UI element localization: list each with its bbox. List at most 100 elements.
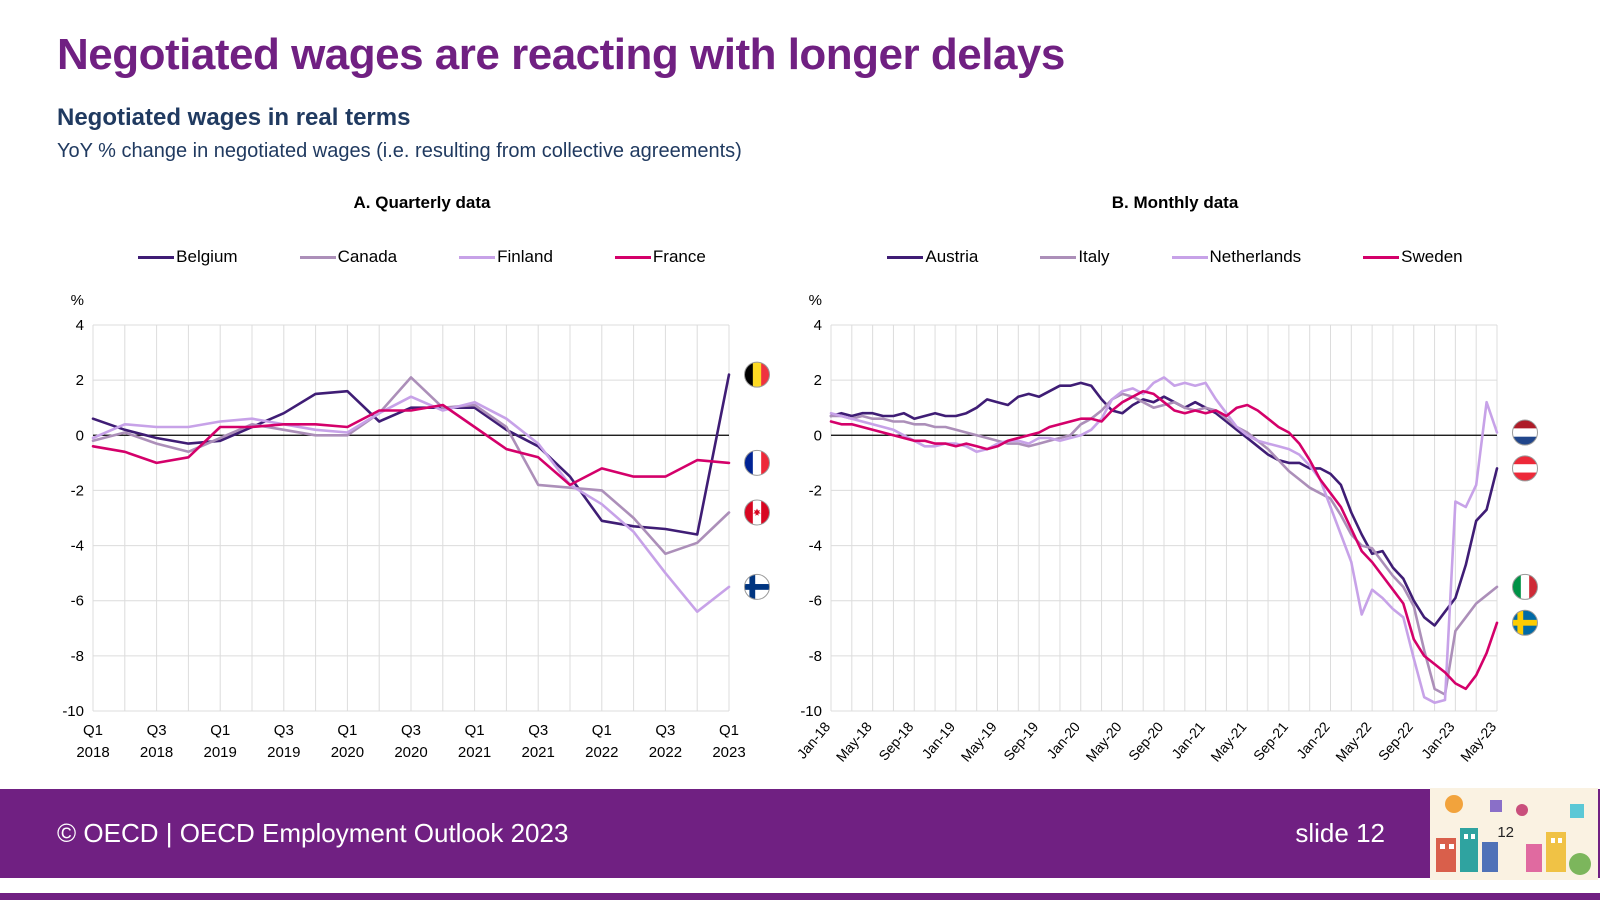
belgium-flag-icon <box>744 361 770 388</box>
legend-line-swatch <box>1171 255 1208 259</box>
legend-label: Sweden <box>1401 247 1463 266</box>
svg-text:Q3: Q3 <box>528 722 548 739</box>
svg-text:May-20: May-20 <box>1082 718 1124 764</box>
legend-item-belgium: Belgium <box>138 247 238 267</box>
legend-line-swatch <box>138 255 175 259</box>
sweden-flag-icon <box>1512 609 1538 636</box>
legend-item-italy: Italy <box>1040 247 1110 267</box>
svg-text:4: 4 <box>76 317 84 334</box>
france-flag-icon <box>744 449 770 476</box>
svg-text:2021: 2021 <box>458 744 491 761</box>
netherlands-flag-icon <box>1512 419 1538 446</box>
svg-text:Jan-19: Jan-19 <box>918 718 958 761</box>
svg-text:-10: -10 <box>62 703 84 720</box>
canada-flag-icon <box>744 499 770 526</box>
svg-text:Q3: Q3 <box>655 722 675 739</box>
svg-text:-6: -6 <box>809 593 822 610</box>
footer-copyright: © OECD | OECD Employment Outlook 2023 <box>57 818 569 848</box>
svg-text:0: 0 <box>76 427 84 444</box>
quarterly-chart-panel: A. Quarterly data Belgium Canada Finland Fr… <box>57 185 787 785</box>
legend-line-swatch <box>299 255 336 259</box>
legend-label: Netherlands <box>1209 247 1302 266</box>
gridlines <box>830 324 1498 712</box>
svg-text:2019: 2019 <box>267 744 300 761</box>
legend-item-netherlands: Netherlands <box>1171 247 1302 267</box>
svg-text:Jan-20: Jan-20 <box>1043 718 1083 761</box>
page-number: 12 <box>1497 824 1514 841</box>
svg-text:-8: -8 <box>71 648 84 665</box>
monthly-chart-panel: B. Monthly data Austria Italy Netherlands S… <box>794 185 1555 785</box>
svg-text:2: 2 <box>814 372 822 389</box>
svg-text:Sep-22: Sep-22 <box>1375 718 1416 763</box>
svg-text:Q1: Q1 <box>83 722 103 739</box>
legend-label: Italy <box>1078 247 1110 266</box>
slide-title: Negotiated wages are reacting with longe… <box>57 30 1065 79</box>
svg-text:May-23: May-23 <box>1457 718 1499 764</box>
series-line-finland <box>91 395 731 614</box>
legend-item-sweden: Sweden <box>1363 247 1463 267</box>
svg-text:Q3: Q3 <box>147 722 167 739</box>
svg-text:2018: 2018 <box>76 744 109 761</box>
svg-text:May-21: May-21 <box>1207 718 1249 764</box>
svg-text:2: 2 <box>76 372 84 389</box>
svg-text:Jan-23: Jan-23 <box>1418 718 1458 761</box>
legend-line-swatch <box>614 255 651 259</box>
finland-flag-icon <box>744 573 770 600</box>
svg-text:Q1: Q1 <box>465 722 485 739</box>
legend-label: Belgium <box>176 247 238 266</box>
chart-subheading: YoY % change in negotiated wages (i.e. r… <box>57 140 742 162</box>
y-axis-unit-label: % <box>71 292 84 309</box>
series-line-belgium <box>91 373 731 536</box>
monthly-chart-title: B. Monthly data <box>1111 193 1239 212</box>
slide-number: slide 12 <box>1295 818 1385 848</box>
svg-text:May-22: May-22 <box>1332 718 1374 764</box>
legend-label: Canada <box>337 247 398 266</box>
svg-text:Jan-21: Jan-21 <box>1168 718 1208 761</box>
legend-label: France <box>652 247 706 266</box>
quarterly-chart-legend: Belgium Canada Finland France <box>57 247 787 267</box>
monthly-line-chart: 420-2-4-6-8-10%Jan-18 May-18 Sep-18 Jan-19 M… <box>794 292 1538 765</box>
svg-text:-2: -2 <box>809 482 822 499</box>
svg-text:May-19: May-19 <box>958 718 1000 764</box>
svg-text:2018: 2018 <box>140 744 173 761</box>
svg-text:-2: -2 <box>71 482 84 499</box>
svg-text:2019: 2019 <box>204 744 237 761</box>
axis-labels: 4 2 0 -2 -4 -6 -8 -10% Q1 2018 Q3 2018 Q1 2019 Q3 2019 Q… <box>62 292 745 761</box>
svg-text:-4: -4 <box>71 538 84 555</box>
svg-text:Sep-21: Sep-21 <box>1250 718 1291 763</box>
svg-text:Q1: Q1 <box>210 722 230 739</box>
svg-text:2023: 2023 <box>712 744 745 761</box>
legend-item-finland: Finland <box>459 247 553 267</box>
footer-bar <box>0 789 1600 878</box>
svg-text:2022: 2022 <box>585 744 618 761</box>
y-axis-unit-label: % <box>809 292 822 309</box>
legend-label: Finland <box>497 247 553 266</box>
quarterly-line-chart: 4 2 0 -2 -4 -6 -8 -10% Q1 2018 Q3 2018 Q1 2019 Q3 2019 Q… <box>62 292 770 761</box>
monthly-chart-legend: Austria Italy Netherlands Sweden <box>795 247 1555 267</box>
svg-text:Sep-18: Sep-18 <box>875 718 916 763</box>
svg-text:0: 0 <box>814 427 822 444</box>
svg-text:Jan-22: Jan-22 <box>1293 718 1333 761</box>
svg-text:4: 4 <box>814 317 822 334</box>
svg-text:Sep-19: Sep-19 <box>1000 718 1041 763</box>
legend-line-swatch <box>459 255 496 259</box>
svg-text:Q1: Q1 <box>337 722 357 739</box>
series-line-italy <box>829 392 1499 696</box>
legend-label: Austria <box>925 247 979 266</box>
svg-text:2020: 2020 <box>331 744 364 761</box>
bottom-accent-strip <box>0 893 1600 900</box>
svg-text:Q1: Q1 <box>592 722 612 739</box>
svg-text:Q3: Q3 <box>401 722 421 739</box>
footer-artwork-illustration <box>1430 788 1598 880</box>
svg-text:-6: -6 <box>71 593 84 610</box>
svg-text:Jan-18: Jan-18 <box>794 718 834 761</box>
svg-text:2021: 2021 <box>522 744 555 761</box>
series-line-austria <box>829 381 1499 627</box>
italy-flag-icon <box>1512 573 1538 600</box>
svg-text:Sep-20: Sep-20 <box>1125 718 1166 763</box>
chart-heading: Negotiated wages in real terms <box>57 104 411 131</box>
svg-text:2020: 2020 <box>394 744 427 761</box>
legend-line-swatch <box>1363 255 1400 259</box>
svg-text:-10: -10 <box>800 703 822 720</box>
